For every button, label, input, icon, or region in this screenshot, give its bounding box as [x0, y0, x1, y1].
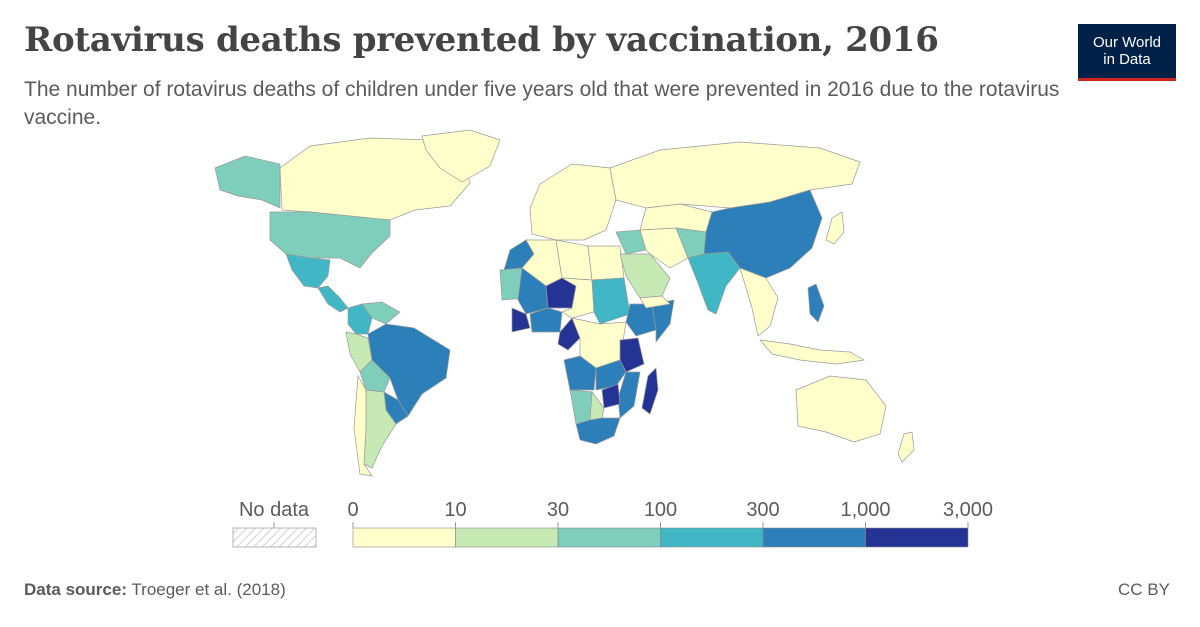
region-tanzania[interactable]: [619, 337, 645, 373]
region-madagascar[interactable]: [641, 367, 659, 415]
region-united-states[interactable]: [269, 211, 391, 269]
legend-tick-label-6: 3,000: [943, 499, 993, 521]
legend-bin-4[interactable]: [762, 527, 866, 548]
region-mexico[interactable]: [285, 253, 331, 289]
region-venezuela[interactable]: [361, 301, 401, 325]
region-india[interactable]: [687, 251, 741, 315]
chart-subtitle: The number of rotavirus deaths of childr…: [24, 78, 1060, 129]
region-mali[interactable]: [517, 267, 549, 315]
region-somalia[interactable]: [651, 299, 675, 344]
region-burkina-faso[interactable]: [511, 307, 531, 333]
legend-bin-2[interactable]: [557, 527, 661, 548]
legend-bin-5[interactable]: [865, 527, 969, 548]
logo-line-2: in Data: [1103, 51, 1151, 68]
no-data-label: No data: [239, 499, 310, 521]
region-alaska[interactable]: [214, 155, 281, 209]
legend-tick-label-1: 10: [444, 499, 466, 521]
data-source-label: Data source:: [24, 580, 127, 599]
no-data-swatch: [232, 527, 317, 548]
region-south-africa[interactable]: [575, 417, 621, 445]
data-source-link[interactable]: Troeger et al. (2018): [131, 580, 286, 599]
legend-bin-0[interactable]: [352, 527, 456, 548]
logo-line-1: Our World: [1092, 34, 1162, 51]
region-china[interactable]: [703, 189, 823, 279]
legend-tick-label-0: 0: [347, 499, 358, 521]
region-central-america[interactable]: [317, 285, 349, 313]
legend-bin-1[interactable]: [455, 527, 559, 548]
region-philippines[interactable]: [807, 283, 825, 323]
region-zambia[interactable]: [595, 359, 627, 391]
region-botswana[interactable]: [589, 391, 605, 421]
legend-tick-label-4: 300: [746, 499, 779, 521]
legend-tick-label-2: 30: [547, 499, 569, 521]
region-angola[interactable]: [563, 355, 597, 391]
region-indonesia[interactable]: [759, 339, 866, 365]
region-egypt[interactable]: [587, 245, 625, 281]
legend-tick-label-5: 1,000: [840, 499, 890, 521]
region-zimbabwe[interactable]: [601, 383, 621, 409]
region-greenland[interactable]: [421, 129, 501, 183]
region-southeast-asia[interactable]: [739, 267, 779, 337]
region-nigeria[interactable]: [529, 307, 563, 333]
region-namibia[interactable]: [569, 389, 593, 425]
region-russia[interactable]: [609, 141, 861, 209]
region-ethiopia[interactable]: [625, 303, 657, 337]
license[interactable]: CC BY: [1118, 580, 1170, 599]
region-sudan[interactable]: [591, 277, 631, 325]
legend-tick-label-3: 100: [644, 499, 677, 521]
region-mozambique[interactable]: [617, 371, 641, 419]
legend-bins: 0 10 30 100 300 1,000 3,000: [347, 499, 993, 548]
owid-logo[interactable]: Our World in Data: [1078, 24, 1176, 81]
region-chile[interactable]: [353, 374, 373, 477]
legend-bin-3[interactable]: [660, 527, 764, 548]
region-bolivia[interactable]: [359, 359, 391, 393]
world-map: [214, 129, 915, 477]
region-new-zealand[interactable]: [897, 431, 915, 463]
chart-title: Rotavirus deaths prevented by vaccinatio…: [24, 20, 939, 60]
region-yemen[interactable]: [639, 295, 671, 309]
map-legend: No data 0 10 30 100 300 1,000 3,000: [232, 499, 993, 548]
region-europe[interactable]: [529, 163, 617, 241]
region-japan[interactable]: [825, 211, 845, 245]
region-libya[interactable]: [555, 239, 593, 281]
region-australia[interactable]: [795, 375, 887, 443]
data-source: Data source: Troeger et al. (2018): [24, 580, 286, 600]
region-cameroon[interactable]: [557, 317, 581, 351]
